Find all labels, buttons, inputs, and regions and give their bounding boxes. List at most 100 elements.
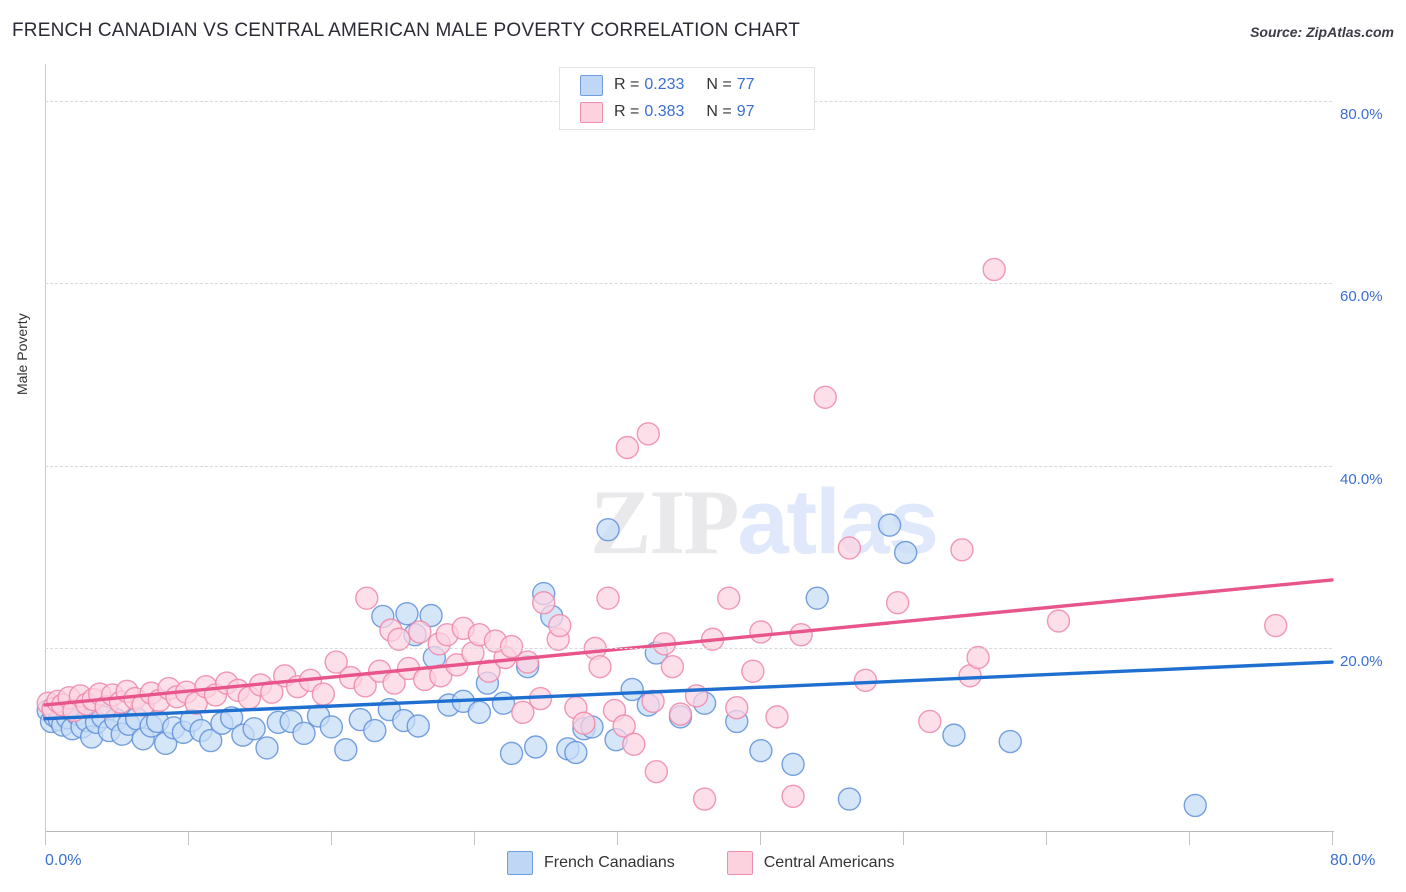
gridline-60 <box>45 283 1332 285</box>
data-point <box>596 517 620 542</box>
y-axis-label-40: 40.0% <box>1340 470 1383 488</box>
y-axis-label-20: 20.0% <box>1340 653 1383 671</box>
data-point <box>877 513 902 537</box>
data-point <box>998 729 1022 754</box>
data-point <box>408 620 432 644</box>
data-point <box>885 591 910 615</box>
data-point <box>612 714 636 738</box>
blue-r-value: 0.233 <box>644 76 685 93</box>
pink-series-swatch-icon <box>580 101 603 123</box>
data-point <box>523 735 548 759</box>
legend-item-central-americans[interactable]: Central Americans <box>726 851 895 875</box>
x-axis-tick-9 <box>1332 831 1333 845</box>
data-point <box>813 385 837 409</box>
data-point <box>395 601 419 626</box>
data-point <box>242 717 266 741</box>
data-point <box>805 586 829 610</box>
data-point <box>725 696 749 720</box>
data-point <box>1183 793 1207 818</box>
data-point <box>765 705 789 729</box>
data-point <box>387 627 411 651</box>
data-point <box>588 654 612 679</box>
stats-row-blue: R = 0.233 N = 77 <box>580 72 814 99</box>
pink-r-value: 0.383 <box>644 103 685 120</box>
trendline-central-americans <box>43 578 1334 707</box>
data-point <box>741 659 765 683</box>
x-axis-line <box>45 831 1334 832</box>
data-point <box>324 650 348 674</box>
data-point <box>319 715 344 739</box>
data-point <box>837 787 862 811</box>
scatter-plot-svg <box>36 257 1334 818</box>
data-point <box>292 721 316 745</box>
data-point <box>429 664 453 688</box>
data-point <box>515 650 540 674</box>
y-axis-line <box>45 64 46 831</box>
series-french-canadians <box>36 513 1207 818</box>
x-axis-tick-5 <box>760 831 761 845</box>
x-axis-tick-6 <box>903 831 904 845</box>
pink-n-value: 97 <box>736 103 755 120</box>
x-axis-label-min: 0.0% <box>45 852 82 869</box>
x-axis-tick-7 <box>1046 831 1047 845</box>
correlation-stats-box: R = 0.233 N = 77 R = 0.383 N = 97 <box>559 67 815 130</box>
x-axis-tick-4 <box>617 831 618 845</box>
x-axis-tick-8 <box>1189 831 1190 845</box>
data-point <box>406 714 430 738</box>
data-point <box>749 738 773 763</box>
data-point <box>499 634 524 659</box>
data-point <box>334 738 358 762</box>
data-point <box>564 740 588 765</box>
source-attribution: Source: ZipAtlas.com <box>1250 24 1394 40</box>
data-point <box>260 680 284 704</box>
data-point <box>950 538 974 562</box>
data-point <box>620 677 644 702</box>
data-point <box>363 718 387 743</box>
data-point <box>355 586 379 610</box>
data-point <box>789 622 813 647</box>
legend-blue-label: French Canadians <box>544 854 675 871</box>
y-axis-title: Male Poverty <box>14 313 30 395</box>
pink-n-label: N = <box>706 103 732 120</box>
data-point <box>622 732 646 756</box>
data-point <box>644 759 669 784</box>
data-point <box>548 613 572 638</box>
data-point <box>781 752 805 777</box>
x-axis-tick-0 <box>45 831 46 845</box>
data-point <box>572 711 596 735</box>
y-axis-label-80: 80.0% <box>1340 105 1383 123</box>
x-axis-tick-2 <box>331 831 332 845</box>
data-point <box>717 586 741 610</box>
data-point <box>511 700 535 724</box>
legend-pink-label: Central Americans <box>763 854 895 871</box>
data-point <box>199 728 223 753</box>
data-point <box>255 736 279 760</box>
data-point <box>596 586 620 610</box>
x-axis-tick-3 <box>474 831 475 845</box>
data-point <box>853 668 878 693</box>
data-point <box>918 709 942 734</box>
blue-n-value: 77 <box>736 76 755 93</box>
blue-n-label: N = <box>706 76 732 93</box>
gridline-40 <box>45 465 1332 467</box>
stats-row-pink: R = 0.383 N = 97 <box>580 99 814 126</box>
pink-r-label: R = <box>614 103 640 120</box>
data-point <box>668 702 693 726</box>
data-point <box>837 536 862 560</box>
data-point <box>781 784 805 809</box>
blue-r-label: R = <box>614 76 640 93</box>
x-axis-tick-1 <box>188 831 189 845</box>
gridline-20 <box>45 648 1332 650</box>
data-point <box>636 422 660 446</box>
data-point <box>1046 609 1071 633</box>
legend-pink-swatch-icon <box>726 851 753 875</box>
data-point <box>660 654 685 679</box>
y-axis-label-60: 60.0% <box>1340 288 1383 306</box>
series-legend: French Canadians Central Americans <box>507 851 934 875</box>
data-point <box>1263 613 1288 638</box>
page-title: FRENCH CANADIAN VS CENTRAL AMERICAN MALE… <box>12 20 801 41</box>
data-point <box>467 700 492 724</box>
legend-item-french-canadians[interactable]: French Canadians <box>507 851 675 875</box>
data-point <box>311 682 336 706</box>
